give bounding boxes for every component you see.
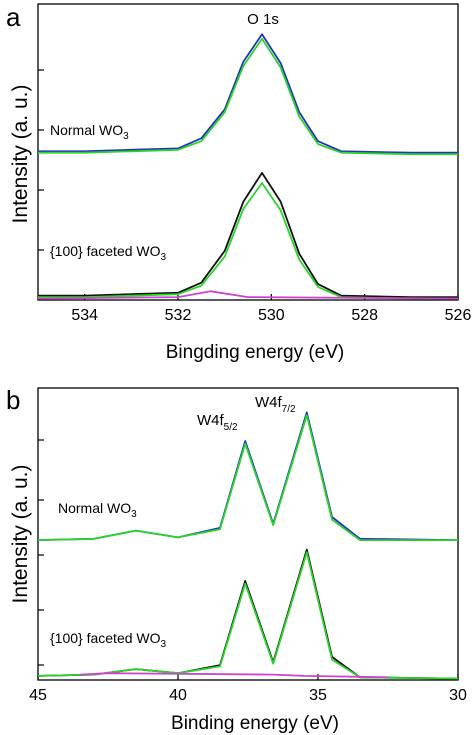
panel-b: b W4f5/2 W4f7/2 Normal WO3 {100} faceted… (6, 385, 467, 734)
x-tick-label: 532 (165, 307, 192, 324)
series-line-0 (38, 33, 458, 154)
panel-a-label: a (6, 2, 21, 32)
series-line-3 (38, 182, 458, 300)
x-tick-label: 45 (29, 687, 47, 704)
panel-b-normal-label: Normal WO3 (58, 500, 137, 520)
x-tick-label: 40 (169, 687, 187, 704)
panel-b-peak-label-left: W4f5/2 (197, 412, 238, 433)
x-tick-label: 534 (71, 307, 98, 324)
panel-b-x-axis-label: Binding energy (eV) (171, 713, 339, 734)
panel-b-peak-label-right: W4f7/2 (255, 394, 296, 415)
series-line-0 (37, 411, 459, 541)
panel-a-faceted-label: {100} faceted WO3 (50, 243, 167, 263)
series-line-1 (37, 414, 458, 541)
panel-a: a O 1s Normal WO3 {100} faceted WO3 534 5… (6, 2, 471, 363)
x-tick-label: 526 (445, 307, 472, 324)
series-line-2 (38, 172, 458, 298)
panel-a-series (37, 33, 459, 300)
series-line-4 (37, 290, 459, 300)
series-line-1 (38, 37, 458, 156)
panel-b-label: b (6, 385, 20, 415)
panel-b-x-tick-labels: 45 40 35 30 (29, 687, 467, 704)
panel-a-x-axis-label: Bingding energy (eV) (166, 342, 345, 363)
x-tick-label: 30 (449, 687, 467, 704)
panel-a-x-tick-labels: 534 532 530 528 526 (71, 307, 471, 324)
panel-a-y-ticks (38, 69, 44, 251)
panel-b-y-ticks (38, 439, 44, 666)
panel-b-series (37, 411, 459, 680)
panel-b-y-axis-label: Intensity (a. u.) (9, 465, 32, 604)
x-tick-label: 528 (351, 307, 378, 324)
x-tick-label: 530 (258, 307, 285, 324)
panel-b-faceted-label: {100} faceted WO3 (50, 630, 167, 650)
series-line-2 (37, 548, 459, 680)
x-tick-label: 35 (309, 687, 327, 704)
panel-b-frame (37, 387, 459, 681)
panel-a-normal-label: Normal WO3 (50, 122, 129, 142)
series-line-3 (37, 551, 459, 680)
series-line-4 (79, 672, 389, 679)
panel-a-peak-label: O 1s (247, 11, 279, 28)
panel-a-y-axis-label: Intensity (a. u.) (9, 85, 32, 224)
